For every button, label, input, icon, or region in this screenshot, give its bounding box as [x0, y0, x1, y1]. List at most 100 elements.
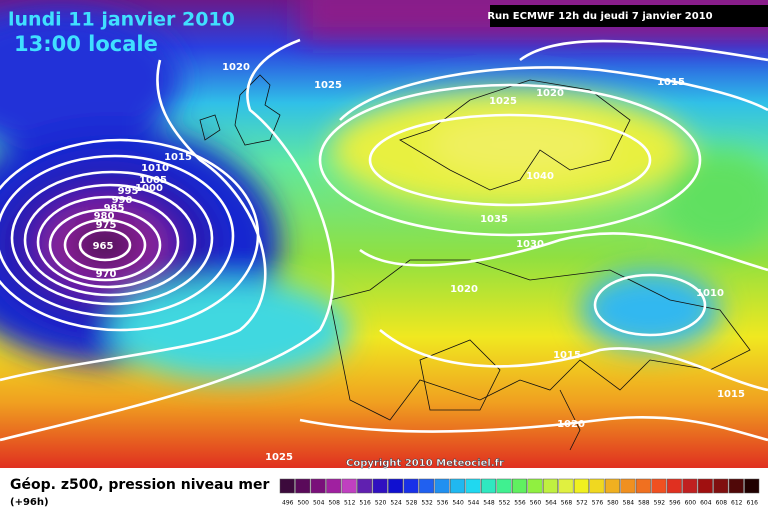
scale-label: 544: [468, 500, 480, 507]
legend-title: Géop. z500, pression niveau mer: [10, 477, 269, 493]
scale-label: 556: [514, 500, 526, 507]
isobar-label: 1010: [141, 163, 169, 174]
isobar-label: 1020: [536, 88, 564, 99]
copyright: Copyright 2010 Meteociel.fr: [346, 458, 504, 469]
color-scale: 496 500 504 508 512 516 520 524 528 532 536 540 544 5…: [279, 478, 760, 507]
scale-swatch: [666, 478, 682, 494]
scale-swatch: [620, 478, 636, 494]
isobar-label: 1015: [553, 350, 581, 361]
scale-label: 496: [282, 500, 294, 507]
scale-label: 588: [638, 500, 650, 507]
scale-label: 516: [359, 500, 371, 507]
isobar-label: 1005: [139, 175, 167, 186]
scale-swatch: [728, 478, 744, 494]
map-area: [0, 0, 768, 468]
scale-swatch: [403, 478, 419, 494]
scale-label: 512: [344, 500, 356, 507]
scale-label: 600: [685, 500, 697, 507]
scale-label: 536: [437, 500, 449, 507]
scale-swatch: [279, 478, 295, 494]
scale-swatch: [419, 478, 435, 494]
scale-swatch: [744, 478, 760, 494]
scale-label: 552: [499, 500, 511, 507]
scale-swatch: [573, 478, 589, 494]
scale-label: 528: [406, 500, 418, 507]
isobar-label: 1020: [222, 62, 250, 73]
isobar-label: 1020: [557, 419, 585, 430]
time: 13:00 locale: [14, 32, 158, 56]
scale-swatch: [604, 478, 620, 494]
scale-swatch: [450, 478, 466, 494]
isobar-labels: 1020 1025 1025 1020 1015 1015 1010 1005 …: [93, 62, 745, 463]
scale-label: 524: [390, 500, 402, 507]
isobar-label: 965: [93, 241, 114, 252]
scale-swatch: [697, 478, 713, 494]
scale-label: 596: [669, 500, 681, 507]
scale-swatch: [326, 478, 342, 494]
scale-swatch: [310, 478, 326, 494]
scale-swatch: [512, 478, 527, 494]
isobars: [0, 38, 768, 442]
date: lundi 11 janvier 2010: [8, 9, 235, 31]
isobar-label: 980: [94, 211, 115, 222]
scale-label: 500: [297, 500, 309, 507]
scale-swatch: [496, 478, 512, 494]
scale-label: 564: [545, 500, 557, 507]
scale-swatch: [527, 478, 543, 494]
isobar-label: 1015: [717, 389, 745, 400]
scale-label: 592: [654, 500, 666, 507]
scale-swatch: [465, 478, 481, 494]
scale-label: 576: [592, 500, 604, 507]
lead-time: (+96h): [10, 497, 49, 508]
scale-swatch: [542, 478, 558, 494]
isobar-label: 1015: [164, 152, 192, 163]
scale-swatch: [357, 478, 373, 494]
scale-label: 572: [576, 500, 588, 507]
scale-label: 568: [561, 500, 573, 507]
isobar-label: 1025: [489, 96, 517, 107]
scale-swatch: [589, 478, 605, 494]
isobar-label: 1020: [450, 284, 478, 295]
scale-label: 520: [375, 500, 387, 507]
scale-swatch: [713, 478, 729, 494]
scale-swatch: [295, 478, 311, 494]
isobar-label: 975: [96, 220, 117, 231]
scale-label: 560: [530, 500, 542, 507]
scale-label: 584: [623, 500, 635, 507]
scale-label: 548: [483, 500, 495, 507]
scale-swatch: [434, 478, 450, 494]
isobar-label: 990: [112, 195, 133, 206]
coastlines: [199, 74, 751, 451]
scale-label: 608: [716, 500, 728, 507]
isobar-label: 970: [96, 269, 117, 280]
isobar-label: 1015: [657, 77, 685, 88]
run-info: Run ECMWF 12h du jeudi 7 janvier 2010: [487, 11, 712, 22]
scale-swatch: [558, 478, 574, 494]
isobar-label: 985: [104, 203, 125, 214]
isobar-label: 1035: [480, 214, 508, 225]
scale-label: 540: [452, 500, 464, 507]
isobar-label: 1025: [314, 80, 342, 91]
scale-swatch: [651, 478, 667, 494]
scale-label: 504: [313, 500, 325, 507]
isobar-label: 995: [118, 186, 139, 197]
isobar-label: 1000: [135, 183, 163, 194]
isobar-label: 1010: [696, 288, 724, 299]
scale-swatch: [481, 478, 497, 494]
scale-swatch: [388, 478, 404, 494]
scale-label: 508: [328, 500, 340, 507]
isobar-label: 1030: [516, 239, 544, 250]
scale-label: 612: [731, 500, 743, 507]
scale-label: 604: [700, 500, 712, 507]
scale-label: 580: [607, 500, 619, 507]
scale-label: 616: [747, 500, 759, 507]
run-box: [490, 5, 768, 27]
scale-label: 532: [421, 500, 433, 507]
isobar-label: 1040: [526, 171, 554, 182]
scale-swatch: [635, 478, 651, 494]
isobar-label: 1025: [265, 452, 293, 463]
scale-swatch: [372, 478, 388, 494]
scale-swatch: [682, 478, 698, 494]
scale-swatch: [341, 478, 357, 494]
